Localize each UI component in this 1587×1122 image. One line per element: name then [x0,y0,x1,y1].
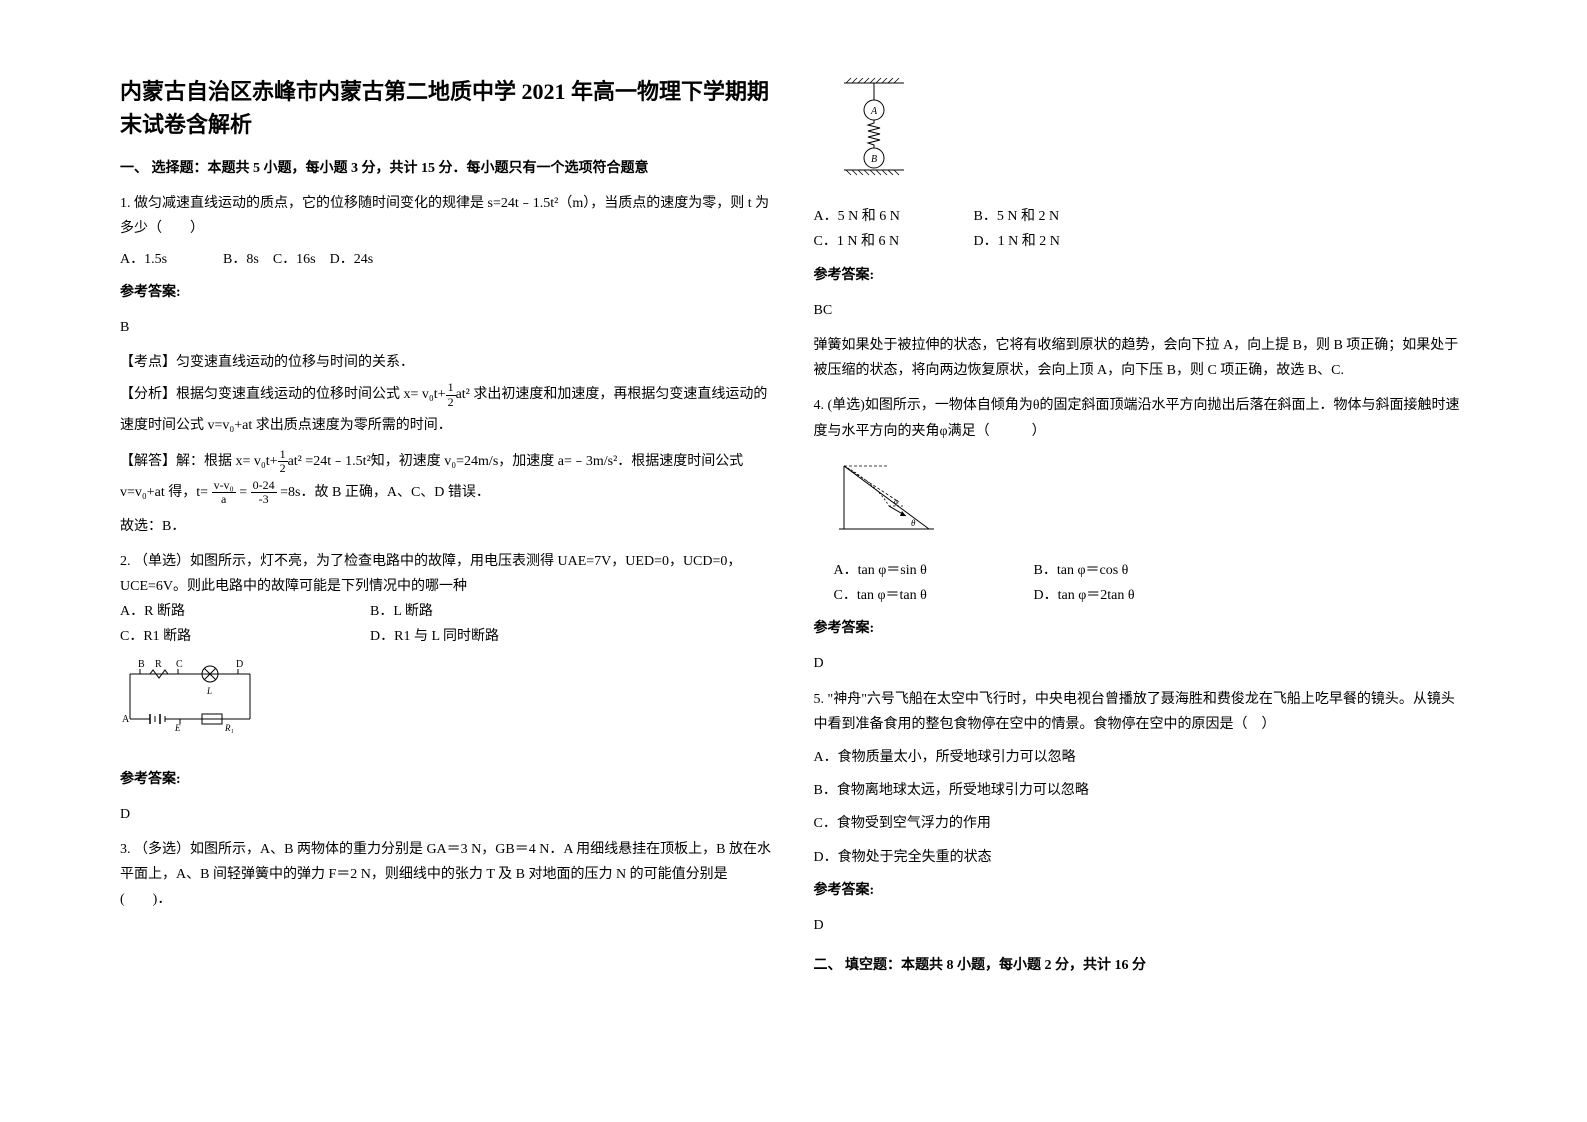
q2-text: 2. （单选）如图所示，灯不亮，为了检查电路中的故障，用电压表测得 UAE=7V… [120,549,774,599]
q3-optD: D．1 N 和 2 N [974,229,1134,254]
spring-diagram: A B [824,75,924,185]
question-1: 1. 做匀减速直线运动的质点，它的位移随时间变化的规律是 s=24t﹣1.5t²… [120,191,774,539]
circuit-R: R [155,659,162,670]
circuit-E: E [174,723,181,733]
section1-header: 一、 选择题：本题共 5 小题，每小题 3 分，共计 15 分．每小题只有一个选… [120,156,774,181]
q3-text: 3. （多选）如图所示，A、B 两物体的重力分别是 GA＝3 N，GB＝4 N．… [120,837,774,913]
q4-optB: B．tan φ＝cos θ [1034,558,1194,583]
q2-opts-ab: A．R 断路 B．L 断路 [120,599,774,624]
eq-1: = [239,485,247,500]
q1-solve-end: =8s．故 B 正确，A、C、D 错误． [280,485,490,500]
circuit-B: B [138,659,145,670]
q3-optB: B．5 N 和 2 N [974,204,1134,229]
q4-answer-label: 参考答案: [814,616,1468,641]
circuit-D: D [236,659,243,670]
q1-answer-label: 参考答案: [120,280,774,305]
q4-optA: A．tan φ＝sin θ [834,558,1034,583]
q4-opts-ab: A．tan φ＝sin θ B．tan φ＝cos θ [834,558,1468,583]
q4-text: 4. (单选)如图所示，一物体自倾角为θ的固定斜面顶端沿水平方向抛出后落在斜面上… [814,393,1468,443]
q1-answer: B [120,315,774,340]
q2-optB: B．L 断路 [370,599,530,624]
q5-optC: C．食物受到空气浮力的作用 [814,811,1468,836]
frac-half-2: 12 [278,448,288,475]
circuit-A: A [122,714,130,725]
incline-theta: θ [911,518,916,528]
q2-optA: A．R 断路 [120,599,370,624]
question-3: 3. （多选）如图所示，A、B 两物体的重力分别是 GA＝3 N，GB＝4 N．… [120,837,774,913]
q3-optA: A．5 N 和 6 N [814,204,974,229]
frac-vv0a: v-v₀a [212,479,236,506]
q1-analysis: 【分析】根据匀变速直线运动的位移时间公式 x= v₀t+12at² 求出初速度和… [120,380,774,442]
incline-diagram: θ φ [834,454,964,539]
q3-opts-cd: C．1 N 和 6 N D．1 N 和 2 N [814,229,1468,254]
formula-at2-2: at² [288,454,302,469]
circuit-C: C [176,659,183,670]
q3-answer: BC [814,298,1468,323]
q5-optA: A．食物质量太小，所受地球引力可以忽略 [814,745,1468,770]
q1-conclusion: 故选：B． [120,514,774,539]
right-column: A B A．5 N 和 6 N B．5 N 和 2 N C．1 N 和 6 N … [794,75,1488,1047]
q5-text: 5. "神舟"六号飞船在太空中飞行时，中央电视台曾播放了聂海胜和费俊龙在飞船上吃… [814,687,1468,737]
question-5: 5. "神舟"六号飞船在太空中飞行时，中央电视台曾播放了聂海胜和费俊龙在飞船上吃… [814,687,1468,939]
q2-answer: D [120,802,774,827]
left-column: 内蒙古自治区赤峰市内蒙古第二地质中学 2021 年高一物理下学期期末试卷含解析 … [100,75,794,1047]
formula-v0t-2: v₀t+ [254,454,278,469]
q1-exam-point: 【考点】匀变速直线运动的位移与时间的关系． [120,350,774,375]
q3-explain: 弹簧如果处于被拉伸的状态，它将有收缩到原状的趋势，会向下拉 A，向上提 B，则 … [814,333,1468,383]
q3-opts-ab: A．5 N 和 6 N B．5 N 和 2 N [814,204,1468,229]
formula-v0t: v₀t+ [422,387,446,402]
q1-solve-pre: 【解答】解：根据 x= [120,454,250,469]
q4-answer: D [814,651,1468,676]
section2-header: 二、 填空题：本题共 8 小题，每小题 2 分，共计 16 分 [814,953,1468,978]
q5-answer: D [814,913,1468,938]
q2-answer-label: 参考答案: [120,767,774,792]
q3-answer-label: 参考答案: [814,263,1468,288]
frac-024: 0-24-3 [251,479,277,506]
circuit-diagram: B R C L D A E R₁ [120,659,260,739]
q2-optC: C．R1 断路 [120,624,370,649]
question-2: 2. （单选）如图所示，灯不亮，为了检查电路中的故障，用电压表测得 UAE=7V… [120,549,774,827]
q4-optC: C．tan φ＝tan θ [834,583,1034,608]
circuit-L: L [206,686,212,696]
q2-optD: D．R1 与 L 同时断路 [370,624,530,649]
q5-answer-label: 参考答案: [814,878,1468,903]
q4-optD: D．tan φ＝2tan θ [1034,583,1194,608]
spring-B: B [871,154,877,165]
spring-A: A [870,106,878,117]
q4-opts-cd: C．tan φ＝tan θ D．tan φ＝2tan θ [834,583,1468,608]
incline-phi: φ [894,497,899,506]
q3-optC: C．1 N 和 6 N [814,229,974,254]
frac-half: 12 [446,381,456,408]
q1-solve: 【解答】解：根据 x= v₀t+12at² =24t﹣1.5t²知，初速度 v₀… [120,447,774,509]
q2-opts-cd: C．R1 断路 D．R1 与 L 同时断路 [120,624,774,649]
q1-options: A．1.5s B．8s C．16s D．24s [120,247,774,272]
document-title: 内蒙古自治区赤峰市内蒙古第二地质中学 2021 年高一物理下学期期末试卷含解析 [120,75,774,141]
q5-optD: D．食物处于完全失重的状态 [814,845,1468,870]
formula-at2: at² [456,387,470,402]
question-4: 4. (单选)如图所示，一物体自倾角为θ的固定斜面顶端沿水平方向抛出后落在斜面上… [814,393,1468,676]
q1-text: 1. 做匀减速直线运动的质点，它的位移随时间变化的规律是 s=24t﹣1.5t²… [120,191,774,241]
circuit-R1: R₁ [224,723,234,733]
q5-optB: B．食物离地球太远，所受地球引力可以忽略 [814,778,1468,803]
q1-analysis-pre: 【分析】根据匀变速直线运动的位移时间公式 x= [120,387,418,402]
